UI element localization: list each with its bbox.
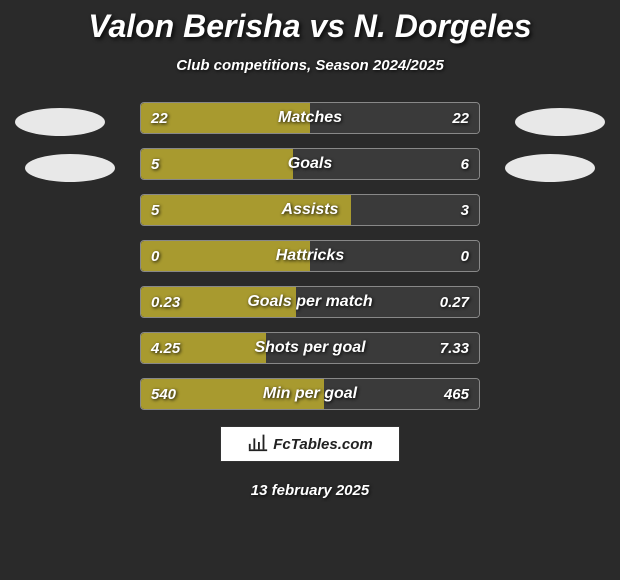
stat-value-right: 6 — [461, 149, 469, 179]
stat-row: Matches2222 — [140, 102, 480, 134]
stat-value-right: 465 — [444, 379, 469, 409]
stat-value-left: 5 — [151, 149, 159, 179]
stat-row: Goals56 — [140, 148, 480, 180]
stat-row: Hattricks00 — [140, 240, 480, 272]
stat-value-left: 5 — [151, 195, 159, 225]
chart-icon — [247, 431, 269, 458]
stat-value-left: 0.23 — [151, 287, 180, 317]
bar-right — [293, 149, 479, 179]
brand-badge[interactable]: FcTables.com — [220, 426, 400, 462]
stat-row: Assists53 — [140, 194, 480, 226]
player-left-badge-1 — [15, 108, 105, 136]
stats-area: Matches2222Goals56Assists53Hattricks00Go… — [0, 102, 620, 410]
bar-right — [310, 241, 479, 271]
bar-left — [141, 241, 310, 271]
stat-value-right: 22 — [452, 103, 469, 133]
stat-value-left: 540 — [151, 379, 176, 409]
stat-value-left: 0 — [151, 241, 159, 271]
stat-row: Min per goal540465 — [140, 378, 480, 410]
bar-left — [141, 195, 351, 225]
stat-value-right: 3 — [461, 195, 469, 225]
subtitle: Club competitions, Season 2024/2025 — [0, 57, 620, 74]
stat-value-left: 22 — [151, 103, 168, 133]
stat-value-left: 4.25 — [151, 333, 180, 363]
brand-text: FcTables.com — [273, 436, 372, 453]
stat-value-right: 0 — [461, 241, 469, 271]
player-left-badge-2 — [25, 154, 115, 182]
player-right-badge-1 — [515, 108, 605, 136]
bar-left — [141, 149, 293, 179]
date-text: 13 february 2025 — [0, 482, 620, 499]
stat-value-right: 0.27 — [440, 287, 469, 317]
page-title: Valon Berisha vs N. Dorgeles — [0, 0, 620, 45]
stat-row: Shots per goal4.257.33 — [140, 332, 480, 364]
player-right-badge-2 — [505, 154, 595, 182]
stat-rows-container: Matches2222Goals56Assists53Hattricks00Go… — [140, 102, 480, 410]
stat-value-right: 7.33 — [440, 333, 469, 363]
stat-row: Goals per match0.230.27 — [140, 286, 480, 318]
